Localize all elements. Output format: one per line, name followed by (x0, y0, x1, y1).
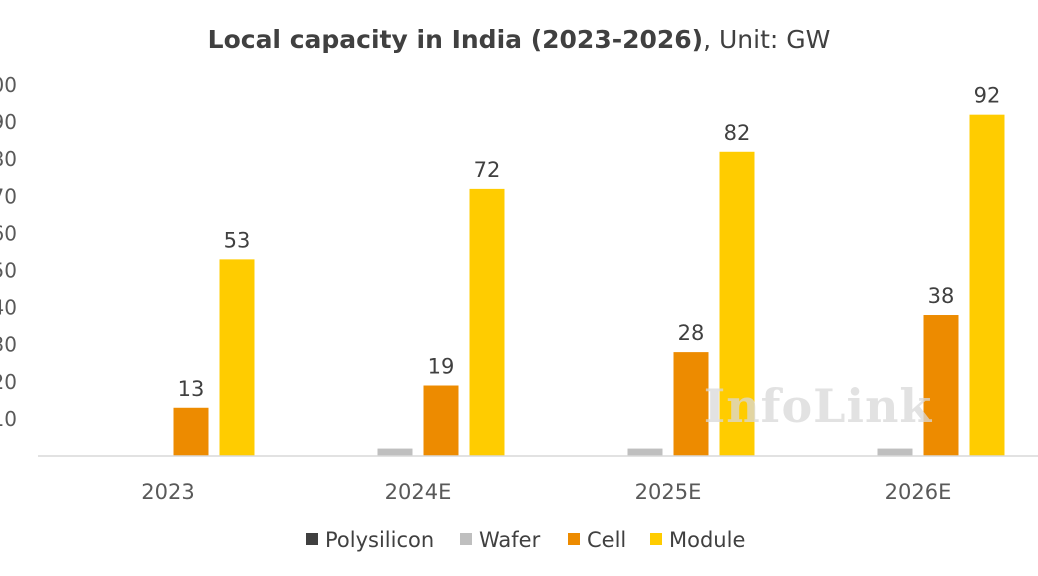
bar-module-2026e (969, 114, 1005, 457)
x-axis-labels: 2023 2024E 2025E 2026E (141, 480, 951, 504)
x-tick-label: 2024E (385, 480, 452, 504)
bar-cell-2025e (673, 352, 709, 456)
x-tick-label: 2026E (885, 480, 952, 504)
legend: Polysilicon Wafer Cell Module (306, 528, 745, 552)
data-label-module: 82 (724, 121, 751, 145)
bar-wafer-2025e (627, 448, 663, 456)
bar-wafer-2026e (877, 448, 913, 456)
data-label-cell: 13 (178, 377, 205, 401)
legend-item-module: Module (650, 528, 745, 552)
bar-module-2023 (219, 259, 255, 456)
y-tick-label: 80 (0, 147, 17, 171)
y-axis: 10 20 30 40 50 60 70 80 90 100 (0, 73, 17, 431)
bar-wafer-2024e (377, 448, 413, 456)
data-labels-group: 13 19 28 38 53 72 82 92 (178, 84, 1001, 401)
y-tick-label: 90 (0, 110, 17, 134)
legend-swatch (568, 533, 580, 545)
legend-swatch (306, 533, 318, 545)
legend-label: Module (669, 528, 745, 552)
legend-label: Polysilicon (325, 528, 434, 552)
y-tick-label: 20 (0, 370, 17, 394)
y-tick-label: 100 (0, 73, 17, 97)
y-tick-label: 70 (0, 184, 17, 208)
data-label-cell: 38 (928, 284, 955, 308)
y-tick-label: 10 (0, 407, 17, 431)
legend-item-polysilicon: Polysilicon (306, 528, 434, 552)
y-tick-label: 60 (0, 221, 17, 245)
legend-label: Wafer (479, 528, 541, 552)
bar-module-2024e (469, 188, 505, 456)
bar-module-2025e (719, 151, 755, 456)
watermark-logo: InfoLink (704, 379, 933, 433)
chart-title-unit: , Unit: GW (703, 25, 830, 54)
data-label-cell: 28 (678, 321, 705, 345)
chart-title: Local capacity in India (2023-2026), Uni… (208, 25, 831, 54)
bar-cell-2023 (173, 407, 209, 456)
legend-swatch (650, 533, 662, 545)
legend-item-cell: Cell (568, 528, 626, 552)
bar-cell-2024e (423, 385, 459, 456)
chart-title-main: Local capacity in India (2023-2026) (208, 25, 703, 54)
legend-item-wafer: Wafer (460, 528, 541, 552)
bar-cell-2026e (923, 315, 959, 456)
y-tick-label: 40 (0, 296, 17, 320)
bars-group (173, 114, 1005, 457)
data-label-module: 72 (474, 158, 501, 182)
x-tick-label: 2023 (141, 480, 194, 504)
data-label-cell: 19 (428, 355, 455, 379)
y-tick-label: 50 (0, 259, 17, 283)
data-label-module: 53 (224, 228, 251, 252)
legend-label: Cell (587, 528, 626, 552)
x-tick-label: 2025E (635, 480, 702, 504)
data-label-module: 92 (974, 84, 1001, 108)
y-tick-label: 30 (0, 333, 17, 357)
legend-swatch (460, 533, 472, 545)
